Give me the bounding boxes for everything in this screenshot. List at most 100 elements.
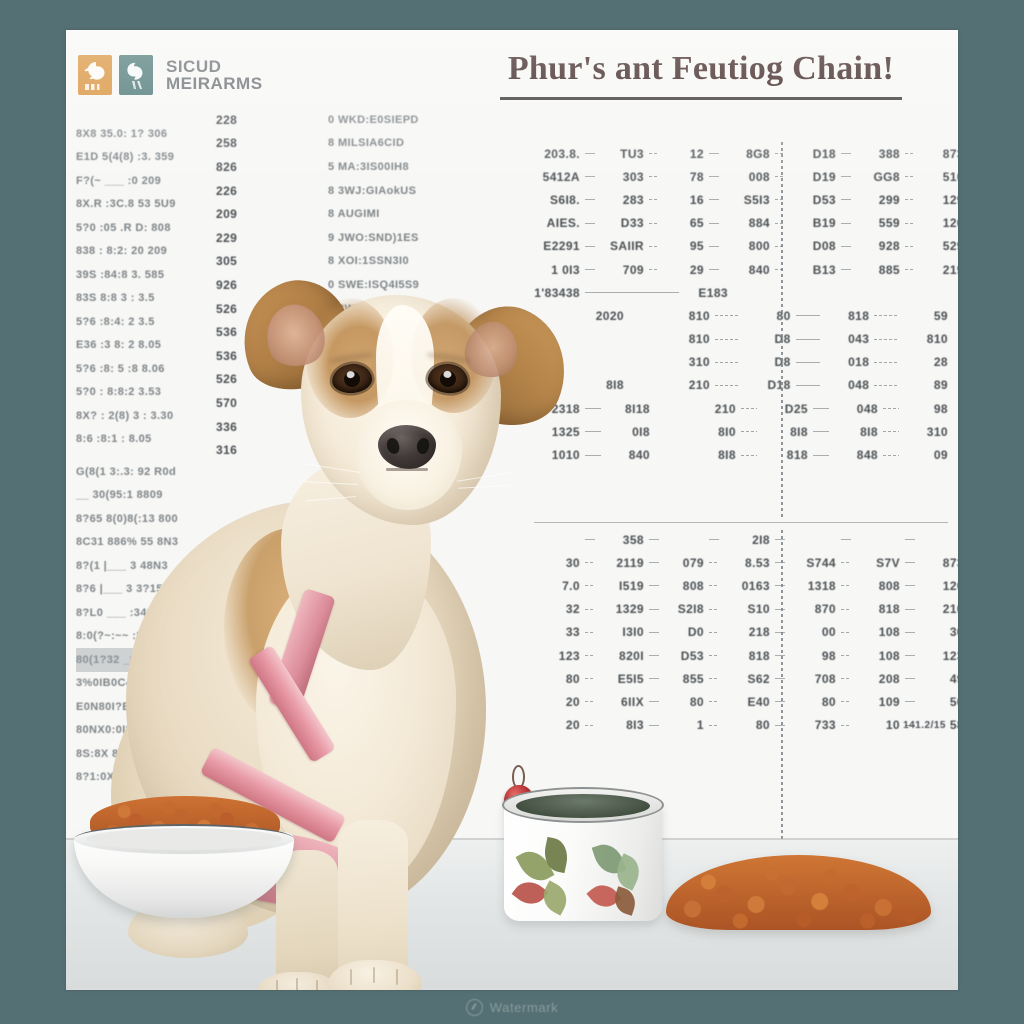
table-cell-number: 1318 (807, 578, 836, 593)
table-cell: 2119 (600, 554, 644, 572)
table-cell-number: GG8 (873, 169, 900, 184)
table-cell: AIES. (534, 214, 580, 232)
table-cell: 818 (856, 600, 900, 618)
leader-dots (585, 562, 595, 564)
table-cell: 855 (664, 670, 704, 688)
leader-dots (741, 408, 757, 410)
right-data-table-bottom: 3582I83021190798.53S744S7V8737.0I5198080… (534, 528, 958, 737)
leader-dots (649, 655, 659, 657)
table-cell-number: 109 (878, 694, 900, 709)
leader-dots (585, 199, 595, 201)
leader-dots (709, 269, 719, 271)
table-cell-number: 820I (619, 648, 644, 663)
table-cell: 885 (856, 261, 900, 279)
leader-dots (905, 222, 915, 224)
table-row: 536 (216, 344, 326, 368)
table-cell-number: D53 (812, 192, 836, 207)
table-cell-number: AIES. (546, 216, 580, 231)
table-row: 316 (216, 438, 326, 462)
table-row: 8?6 |___ 3 3?154 (76, 578, 236, 602)
table-header-label: 2I8 (752, 532, 770, 547)
table-cell: 884 (724, 214, 770, 232)
leader-dots (841, 199, 851, 201)
brand-logo[interactable]: SICUD MEIRARMS (78, 55, 263, 95)
table-cell: 870 (790, 600, 836, 618)
table-cell: S62 (724, 670, 770, 688)
table-cell: 30 (920, 623, 958, 641)
table-cell: 810 (904, 330, 948, 348)
table-cell: 820I (600, 647, 644, 665)
brand-name-line2: MEIRARMS (166, 74, 263, 93)
leader-dots (775, 724, 785, 726)
table-cell-number: 808 (682, 578, 704, 593)
brand-name-line1: SICUD (166, 56, 222, 76)
leader-dots (874, 361, 900, 363)
table-cell-number: 305 (216, 254, 238, 269)
table-cell-number: 336 (216, 419, 238, 434)
table-row: 305 (216, 250, 326, 274)
table-cell: 109 (856, 693, 900, 711)
leader-dots (775, 269, 785, 271)
leader-dots (709, 701, 719, 703)
leader-dots (905, 539, 915, 541)
table-cell: 80 (724, 716, 770, 734)
table-row: 209 (216, 202, 326, 226)
leader-dots (841, 608, 851, 610)
leader-dots (841, 678, 851, 680)
table-cell-number: 95 (689, 239, 704, 254)
table-cell: 32 (534, 600, 580, 618)
leader-dots (905, 153, 915, 155)
leader-dots (585, 245, 595, 247)
table-cell: I3I0 (600, 623, 644, 641)
table-row: 570 (216, 391, 326, 415)
table-row: 228 (216, 108, 326, 132)
table-cell-number: 218 (748, 625, 770, 640)
table-cell-number: 1010 (551, 448, 580, 463)
table-cell: S2I8 (664, 600, 704, 618)
leader-dots (795, 315, 821, 317)
table-cell-number: 2020 (595, 308, 624, 323)
table-cell: 8?(1 |___ 3 48N3 (76, 559, 169, 572)
table-cell-number: B19 (812, 216, 836, 231)
table-cell: 95 (664, 237, 704, 255)
table-cell: 818 (762, 446, 808, 464)
table-row: 258 (216, 132, 326, 156)
leader-dots (874, 315, 900, 317)
table-cell: 1 (664, 716, 704, 734)
leader-dots (649, 199, 659, 201)
table-cell-number: 80 (821, 694, 836, 709)
leader-dots (775, 199, 785, 201)
table-cell: S10 (724, 600, 770, 618)
watermark-text: Watermark (489, 999, 559, 1015)
table-cell: 1 0I3 (534, 261, 580, 279)
leader-dots (649, 608, 659, 610)
table-cell-number: 873 (942, 555, 958, 570)
table-cell-number: 203.8. (544, 146, 580, 161)
table-row: E2291 SAIIR 95 800 D08 928 529 (534, 235, 958, 258)
table-cell-number: D33 (620, 216, 644, 231)
table-cell-number: 80 (689, 694, 704, 709)
table-cell-number: 870 (814, 602, 836, 617)
table-cell: 8:6 :8:1 : 8.05 (76, 433, 152, 446)
table-row: E36 :3 8: 2 8.05 (76, 334, 226, 358)
leader-dots (649, 539, 659, 541)
table-cell: S5I3 (724, 191, 770, 209)
table-cell: 8 XOI:1SSN3I0 (328, 255, 410, 268)
table-cell: 048 (825, 376, 869, 394)
table-cell-number: 208 (878, 671, 900, 686)
table-cell: 10 (856, 716, 900, 734)
table-cell: 78 (664, 168, 704, 186)
document-sheet: SICUD MEIRARMS Phur's ant Feutiog Chain!… (66, 30, 958, 990)
table-cell-number: 848 (856, 448, 878, 463)
leader-dots (715, 361, 740, 363)
table-cell-number: I519 (619, 578, 644, 593)
table-cell: 1325 (534, 423, 580, 441)
table-row: 229 (216, 226, 326, 250)
left-column-a: 8X8 35.0: 1? 306 E1D 5(4(8) :3. 359 F?(~ _… (76, 122, 226, 451)
table-cell-number: 818 (878, 602, 900, 617)
leader-dots (709, 585, 719, 587)
food-bowl (74, 796, 294, 920)
table-cell-number: 043 (848, 332, 870, 347)
measuring-cup (502, 785, 664, 921)
leader-dots (905, 608, 915, 610)
